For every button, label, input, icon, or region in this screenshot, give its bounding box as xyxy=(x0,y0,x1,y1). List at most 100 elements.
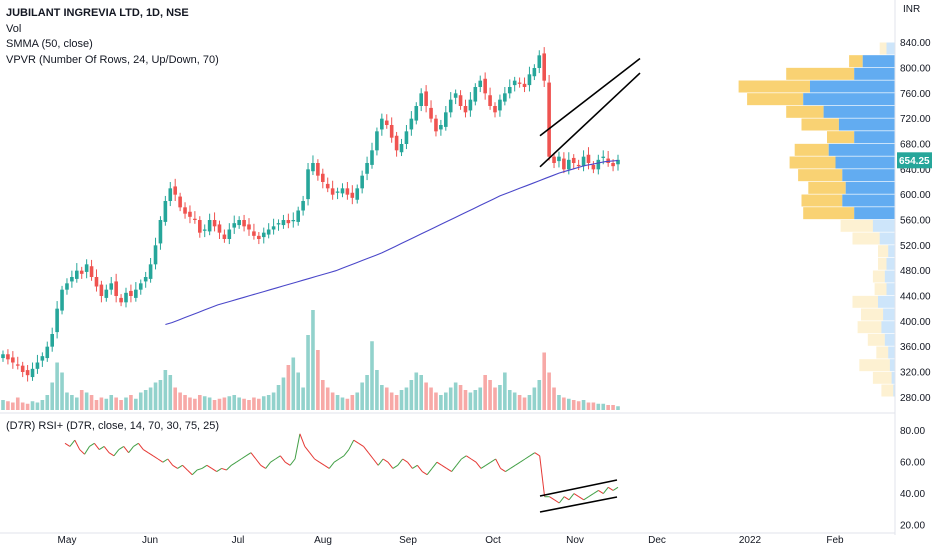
volume-bar xyxy=(35,402,40,410)
candle-body xyxy=(586,154,591,163)
vp-up-bar xyxy=(881,321,895,334)
price-tick-label: 680.00 xyxy=(900,140,931,151)
candle-body xyxy=(198,220,202,233)
candle-body xyxy=(281,220,286,226)
rsi-legend[interactable]: (D7R) RSI+ (D7R, close, 14, 70, 30, 75, … xyxy=(6,420,220,432)
vp-up-bar xyxy=(883,308,895,321)
candle-body xyxy=(434,118,438,132)
rsi-segment xyxy=(500,468,506,472)
candle-body xyxy=(365,163,369,174)
candle-body xyxy=(547,82,551,157)
price-tick-label: 480.00 xyxy=(900,266,931,277)
rsi-segment xyxy=(255,458,262,466)
volume-bar xyxy=(335,395,340,410)
volume-bar xyxy=(45,395,50,410)
volume-bar xyxy=(109,395,114,410)
volume-bar xyxy=(567,398,571,410)
rsi-segment xyxy=(147,452,154,457)
rsi-tick-label: 60.00 xyxy=(900,458,925,469)
candle-body xyxy=(163,201,168,222)
vp-down-bar xyxy=(878,245,889,258)
candle-body xyxy=(596,159,601,170)
rsi-segment xyxy=(461,455,467,460)
volume-bar xyxy=(89,395,94,410)
vp-up-bar xyxy=(823,105,895,118)
rsi-segment xyxy=(118,446,124,450)
vp-down-bar xyxy=(878,257,887,270)
candle-body xyxy=(70,277,74,282)
rsi-segment xyxy=(431,461,438,469)
volume-bar xyxy=(311,310,315,410)
volume-bar xyxy=(316,350,320,410)
legend-vpvr[interactable]: VPVR (Number Of Rows, 24, Up/Down, 70) xyxy=(6,53,219,66)
volume-bar xyxy=(571,400,576,410)
rsi-segment xyxy=(485,461,492,466)
rsi-segment xyxy=(324,464,330,469)
vp-down-bar xyxy=(879,42,887,55)
candle-body xyxy=(75,270,79,279)
time-tick-label: Jun xyxy=(142,535,158,546)
candle-body xyxy=(143,277,148,282)
rsi-segment xyxy=(529,452,536,457)
volume-bar xyxy=(148,387,153,410)
candle-body xyxy=(345,188,350,195)
candle-body xyxy=(227,229,232,239)
candles xyxy=(1,47,620,382)
volume-bar xyxy=(389,392,394,410)
rsi-segment xyxy=(138,442,144,450)
candle-body xyxy=(399,144,404,153)
candle-body xyxy=(138,283,143,290)
rsi-segment xyxy=(480,464,487,469)
volume-bar xyxy=(281,377,286,410)
vp-up-bar xyxy=(886,257,895,270)
candle-body xyxy=(507,87,512,94)
vp-down-bar xyxy=(794,143,829,156)
vp-down-bar xyxy=(827,131,855,144)
volume-bar xyxy=(493,387,497,410)
rsi-segment xyxy=(338,455,345,460)
rsi-segment xyxy=(123,446,130,454)
volume-bar xyxy=(330,392,335,410)
candle-body xyxy=(30,368,35,378)
vp-down-bar xyxy=(876,346,889,359)
chart-legend: JUBILANT INGREVIA LTD, 1D, NSE Vol SMMA … xyxy=(6,6,219,68)
rsi-segment xyxy=(598,490,604,494)
vp-up-bar xyxy=(828,143,895,156)
candle-body xyxy=(601,156,606,158)
candle-body xyxy=(444,112,448,127)
rsi-segment xyxy=(133,442,139,447)
candle-body xyxy=(104,289,109,298)
chart-title[interactable]: JUBILANT INGREVIA LTD, 1D, NSE xyxy=(6,7,189,19)
time-tick-label: Feb xyxy=(826,535,844,546)
candle-body xyxy=(591,164,596,170)
vp-down-bar xyxy=(801,118,839,131)
time-tick-label: 2022 xyxy=(739,535,762,546)
volume-bar xyxy=(114,397,118,410)
legend-vol[interactable]: Vol xyxy=(6,22,22,35)
candle-body xyxy=(45,346,50,359)
rsi-segment xyxy=(319,461,325,466)
candle-body xyxy=(276,223,281,225)
volume-bar xyxy=(158,380,163,410)
rsi-segment xyxy=(108,452,115,457)
rsi-segment xyxy=(348,439,355,450)
rsi-segment xyxy=(563,496,570,501)
candle-body xyxy=(439,125,443,130)
rsi-segment xyxy=(284,461,291,466)
candle-body xyxy=(40,356,45,361)
volume-bar xyxy=(15,397,20,410)
volume-bar xyxy=(478,387,483,410)
smma-line xyxy=(165,159,619,326)
legend-smma[interactable]: SMMA (50, close) xyxy=(6,38,93,50)
candle-body xyxy=(325,183,330,189)
volume-bar xyxy=(409,380,414,410)
vp-up-bar xyxy=(842,169,895,182)
rsi-segment xyxy=(93,442,100,450)
volume-bar xyxy=(601,403,606,410)
candle-body xyxy=(178,196,182,208)
rsi-segment xyxy=(186,469,193,476)
rsi-segment xyxy=(182,464,188,471)
volume-bar xyxy=(153,382,158,410)
volume-bar xyxy=(207,397,212,410)
